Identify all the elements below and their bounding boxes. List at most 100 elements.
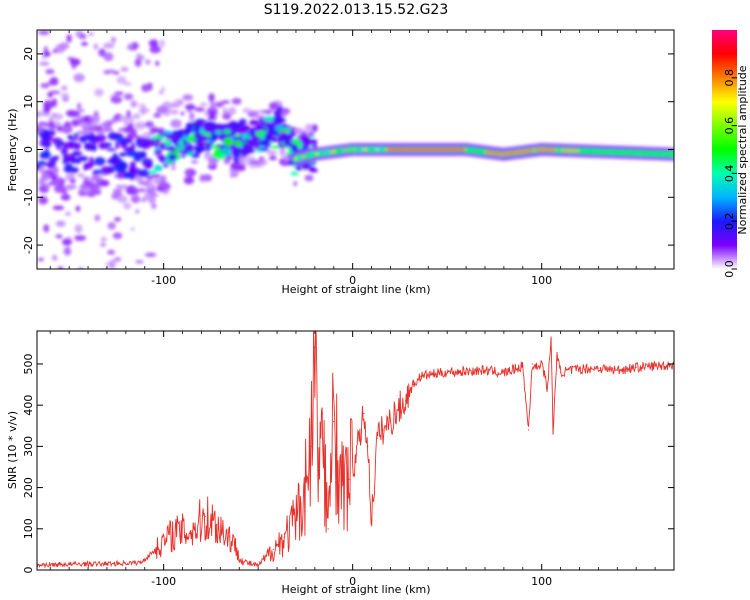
heatmap-cell	[95, 125, 103, 132]
y-tick-label: -10	[22, 188, 35, 206]
heatmap-cell	[239, 119, 245, 125]
y-tick-label: -20	[22, 236, 35, 254]
heatmap-cell	[61, 85, 68, 91]
heatmap-blobs	[37, 30, 674, 269]
heatmap-cell	[42, 50, 51, 57]
heatmap-cell	[135, 175, 143, 183]
snr-point	[333, 421, 335, 423]
heatmap-cell	[88, 32, 94, 36]
heatmap-cell	[93, 115, 101, 121]
heatmap-cell	[141, 132, 150, 139]
heatmap-cell	[170, 119, 182, 129]
heatmap-cell	[102, 128, 114, 132]
heatmap-cell	[159, 175, 167, 182]
heatmap-cell	[52, 49, 58, 53]
heatmap-cell	[52, 166, 59, 175]
heatmap-cell	[94, 134, 107, 143]
heatmap-cell	[194, 107, 206, 112]
heatmap-cell	[45, 68, 55, 75]
snr-point	[355, 454, 358, 456]
heatmap-cell	[148, 39, 159, 47]
heatmap-cell	[144, 122, 154, 127]
x-tick-label: 0	[349, 274, 356, 287]
heatmap-cell	[231, 97, 242, 105]
heatmap-cell	[43, 104, 51, 114]
heatmap-cell	[269, 137, 277, 143]
colorbar-ticks: 0.0 0.2 0.4 0.6 0.8	[723, 69, 737, 278]
heatmap-cell	[248, 130, 256, 137]
heatmap-cell	[244, 138, 250, 143]
spectrogram-ylabel: Frequency (Hz)	[6, 109, 19, 192]
heatmap-cell	[60, 147, 68, 156]
heatmap-cell	[290, 143, 299, 153]
snr-point	[157, 546, 159, 548]
colorbar-tick-label: 0.4	[723, 165, 736, 183]
heatmap-cell	[187, 170, 197, 176]
heatmap-cell	[186, 144, 193, 148]
snr-point	[272, 548, 274, 550]
heatmap-cell	[78, 190, 85, 197]
heatmap-cell	[75, 159, 81, 165]
heatmap-cell	[238, 156, 245, 162]
heatmap-cell	[119, 152, 128, 157]
heatmap-cell	[135, 260, 144, 264]
snr-point	[578, 368, 581, 370]
snr-xlabel: Height of straight line (km)	[281, 583, 430, 596]
heatmap-cell	[100, 242, 106, 247]
snr-point	[302, 495, 305, 497]
snr-point	[550, 338, 552, 340]
heatmap-cell	[81, 41, 88, 46]
heatmap-cell	[75, 205, 81, 212]
heatmap-cell	[178, 100, 183, 104]
heatmap-cell	[104, 262, 116, 267]
heatmap-cell	[115, 137, 123, 141]
heatmap-cell	[120, 66, 129, 72]
heatmap-cell	[37, 111, 42, 118]
heatmap-cell	[293, 180, 298, 187]
heatmap-cell	[71, 119, 79, 127]
heatmap-cell	[235, 134, 240, 138]
heatmap-cell	[79, 157, 88, 162]
heatmap-cell	[174, 146, 185, 151]
heatmap-cell	[74, 224, 83, 234]
heatmap-cell	[38, 177, 46, 187]
heatmap-cell	[184, 104, 196, 110]
heatmap-cell	[123, 82, 133, 86]
heatmap-cell	[215, 101, 224, 108]
heatmap-cell	[165, 132, 173, 140]
snr-point	[556, 355, 558, 357]
heatmap-cell	[304, 123, 314, 132]
snr-point	[465, 370, 467, 372]
snr-point	[172, 532, 174, 534]
snr-line	[37, 331, 674, 569]
snr-point	[318, 478, 320, 480]
heatmap-cell	[45, 169, 51, 174]
heatmap-cell	[107, 249, 116, 255]
heatmap-cell	[49, 169, 54, 177]
heatmap-cell	[283, 138, 291, 147]
heatmap-cell	[263, 115, 275, 123]
heatmap-cell	[113, 188, 123, 195]
heatmap-cell	[37, 126, 44, 133]
heatmap-cell	[299, 135, 311, 144]
heatmap-cell	[123, 121, 129, 126]
heatmap-cell	[62, 160, 69, 165]
heatmap-cell	[67, 57, 76, 61]
heatmap-cell	[71, 155, 77, 164]
heatmap-cell	[170, 109, 179, 115]
heatmap-cell	[119, 184, 127, 190]
heatmap-cell	[266, 149, 277, 156]
heatmap-cell	[143, 193, 149, 200]
heatmap-cell	[116, 172, 125, 180]
y-tick-label: 300	[22, 436, 35, 457]
heatmap-cell	[115, 143, 120, 150]
heatmap-cell	[223, 155, 231, 165]
heatmap-cell	[126, 133, 138, 139]
x-tick-label: 100	[531, 575, 552, 588]
heatmap-cell	[49, 76, 59, 86]
heatmap-cell	[230, 170, 240, 177]
heatmap-cell	[141, 142, 151, 150]
heatmap-cell	[73, 73, 85, 83]
